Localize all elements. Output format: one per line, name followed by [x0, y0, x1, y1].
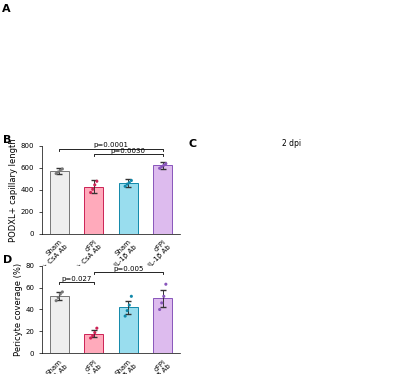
- Text: p=0.0030: p=0.0030: [111, 148, 146, 154]
- Y-axis label: Pericyte coverage (%): Pericyte coverage (%): [14, 263, 22, 356]
- Point: [158, 300, 165, 306]
- Point: [126, 180, 132, 186]
- Point: [88, 335, 94, 341]
- Point: [94, 325, 100, 331]
- Point: [122, 313, 128, 319]
- Point: [160, 293, 167, 299]
- Point: [92, 182, 98, 188]
- Point: [163, 281, 169, 287]
- Text: D: D: [3, 255, 13, 265]
- Point: [55, 294, 62, 300]
- Bar: [50, 171, 69, 234]
- Point: [94, 178, 100, 184]
- Bar: [153, 165, 172, 234]
- Text: A: A: [2, 4, 11, 14]
- Point: [156, 307, 163, 313]
- Text: B: B: [3, 135, 12, 145]
- Bar: [119, 307, 138, 353]
- Text: p=0.005: p=0.005: [113, 266, 144, 272]
- Point: [128, 293, 134, 299]
- Bar: [119, 183, 138, 234]
- Point: [160, 162, 167, 168]
- Text: p=0.027: p=0.027: [61, 276, 92, 282]
- Text: C: C: [188, 139, 196, 149]
- Point: [57, 291, 64, 297]
- Point: [92, 329, 98, 335]
- Point: [126, 302, 132, 308]
- Point: [128, 178, 134, 184]
- Point: [163, 161, 169, 167]
- Point: [57, 168, 64, 174]
- Bar: [84, 334, 103, 353]
- Text: 2 dpi: 2 dpi: [282, 139, 302, 148]
- Bar: [84, 187, 103, 234]
- Point: [59, 289, 66, 295]
- Point: [158, 163, 165, 169]
- Bar: [50, 296, 69, 353]
- Point: [53, 298, 59, 304]
- Point: [55, 169, 62, 175]
- Point: [53, 171, 59, 177]
- Bar: [153, 298, 172, 353]
- Text: p=0.0001: p=0.0001: [94, 142, 128, 148]
- Point: [88, 190, 94, 196]
- Y-axis label: PODXL+ capillary length: PODXL+ capillary length: [9, 138, 18, 242]
- Point: [156, 165, 163, 171]
- Point: [90, 186, 96, 192]
- Point: [122, 183, 128, 189]
- Point: [124, 307, 130, 313]
- Point: [59, 166, 66, 172]
- Point: [90, 333, 96, 339]
- Point: [124, 181, 130, 187]
